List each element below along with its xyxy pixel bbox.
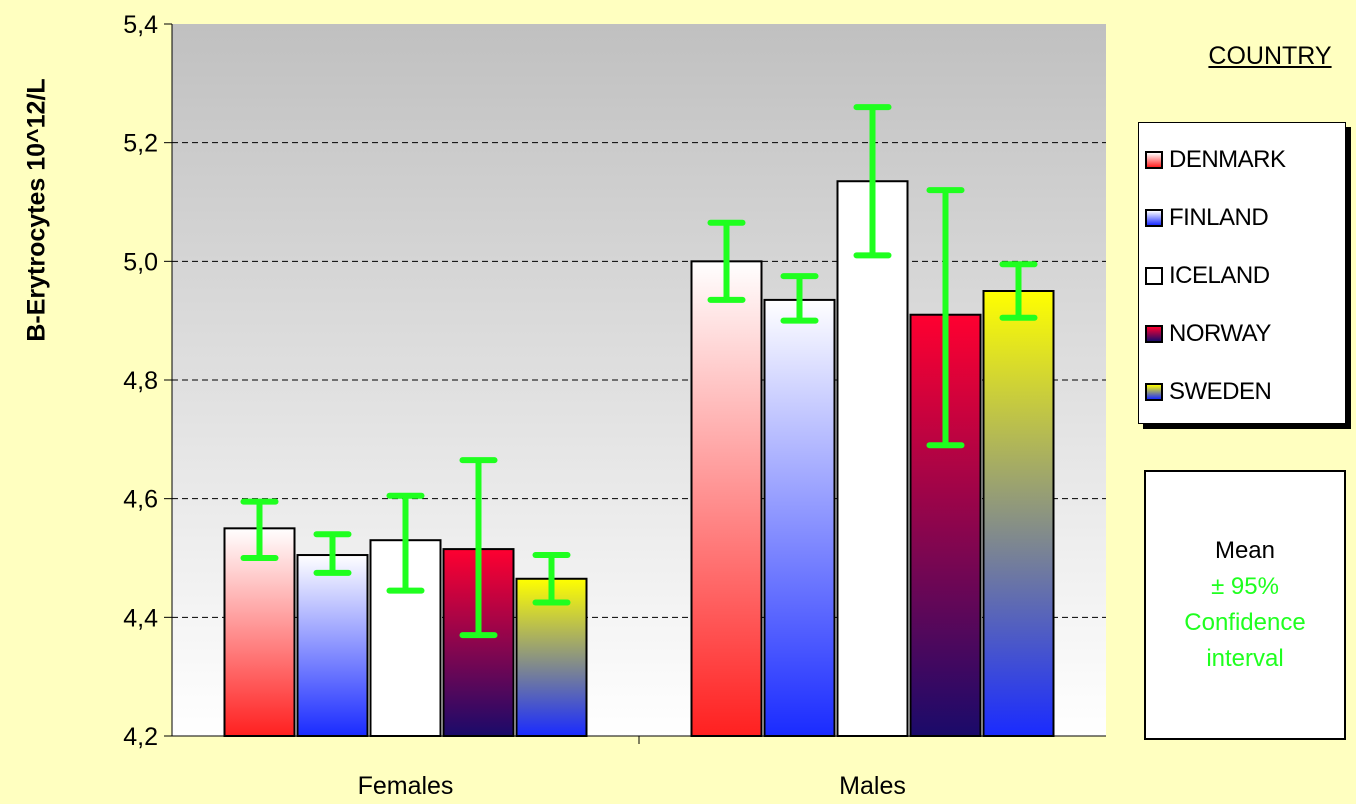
- y-tick-label: 4,6: [123, 486, 158, 514]
- bar-finland-males: [763, 298, 836, 737]
- y-tick-label: 4,8: [123, 367, 158, 395]
- legend-title: COUNTRY: [1208, 42, 1332, 70]
- legend: [1138, 122, 1346, 424]
- note-ci-line3: interval: [1206, 645, 1284, 672]
- legend-label: DENMARK: [1169, 146, 1286, 173]
- bar-sweden-males: [982, 290, 1055, 737]
- legend-swatch: [1145, 383, 1163, 401]
- y-tick-label: 5,4: [123, 11, 158, 39]
- legend-item-norway: NORWAY: [1145, 314, 1271, 354]
- note-ci-line2: Confidence: [1184, 609, 1306, 636]
- y-axis-label: B-Erytrocytes 10^12/L: [22, 78, 51, 342]
- note-mean: Mean: [1214, 537, 1276, 564]
- legend-label: FINLAND: [1169, 204, 1269, 231]
- y-tick-label: 5,0: [123, 248, 158, 276]
- legend-item-sweden: SWEDEN: [1145, 372, 1272, 412]
- legend-swatch: [1145, 267, 1163, 285]
- bar-denmark-females: [223, 527, 296, 737]
- legend-label: NORWAY: [1169, 320, 1271, 347]
- note-ci-line1: ± 95%: [1211, 573, 1279, 600]
- legend-swatch: [1145, 209, 1163, 227]
- confidence-note: Mean ± 95% Confidence interval: [1144, 470, 1346, 740]
- legend-label: ICELAND: [1169, 262, 1270, 289]
- y-tick-label: 4,2: [123, 723, 158, 751]
- y-tick-label: 5,2: [123, 130, 158, 158]
- legend-label: SWEDEN: [1169, 378, 1272, 405]
- legend-item-denmark: DENMARK: [1145, 140, 1286, 180]
- legend-swatch: [1145, 325, 1163, 343]
- x-tick-label: Males: [839, 772, 906, 800]
- bar-iceland-males: [836, 180, 909, 737]
- legend-item-iceland: ICELAND: [1145, 256, 1270, 296]
- bar-denmark-males: [690, 260, 763, 737]
- bar-finland-females: [296, 554, 369, 737]
- y-tick-label: 4,4: [123, 604, 158, 632]
- legend-item-finland: FINLAND: [1145, 198, 1269, 238]
- legend-swatch: [1145, 151, 1163, 169]
- x-tick-label: Females: [358, 772, 454, 800]
